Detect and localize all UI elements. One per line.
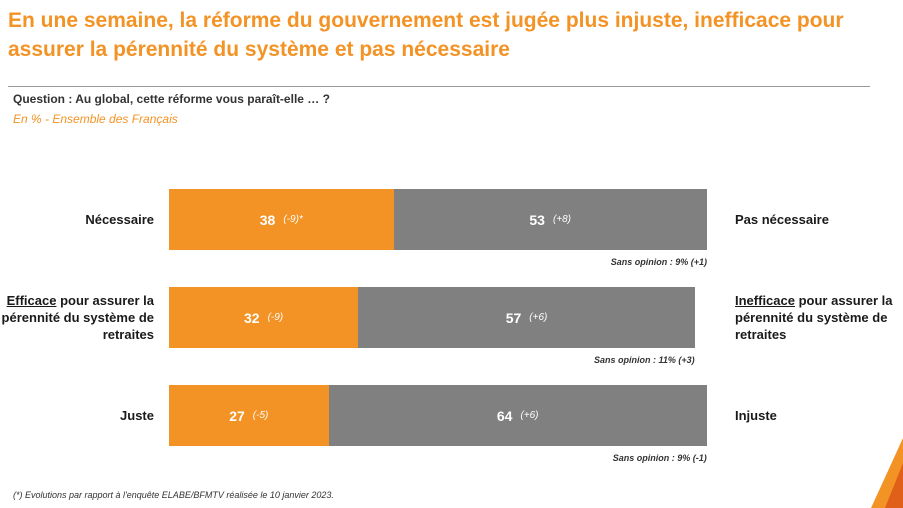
row-1-positive-bar: 32 (-9)	[169, 287, 359, 348]
row-0-right-label: Pas nécessaire	[735, 212, 829, 227]
row-1-left-label: Efficace pour assurer la pérennité du sy…	[1, 293, 154, 342]
row-1-negative-bar-value: 57	[505, 309, 522, 326]
row-0-left-label: Nécessaire	[85, 212, 154, 227]
row-1-negative-bar: 57 (+6)	[358, 287, 695, 348]
row-1-positive-bar-change: (-9)	[267, 312, 284, 323]
subtitle: En % - Ensemble des Français	[13, 112, 178, 126]
row-0-positive-bar-value: 38	[259, 211, 276, 228]
row-0-positive-bar: 38 (-9)*	[169, 189, 394, 250]
row-1-left-label-emphasis: Efficace	[6, 293, 57, 308]
row-2-positive-bar-change: (-5)	[252, 410, 269, 421]
row-1-negative-bar-change: (+6)	[529, 312, 548, 323]
row-2-positive-bar: 27 (-5)	[169, 385, 329, 446]
row-2-negative-bar: 64 (+6)	[328, 385, 707, 446]
row-2-left-label: Juste	[120, 408, 154, 423]
row-2-positive-bar-value: 27	[229, 407, 245, 424]
row-0-negative-bar-change: (+8)	[552, 214, 571, 225]
row-2-negative-bar-value: 64	[496, 407, 513, 424]
row-0-sans-opinion: Sans opinion : 9% (+1)	[610, 257, 708, 267]
row-0-positive-bar-change: (-9)*	[283, 214, 303, 225]
brand-corner-icon	[871, 438, 903, 508]
footnote: (*) Evolutions par rapport à l'enquête E…	[13, 490, 334, 500]
row-1-sans-opinion: Sans opinion : 11% (+3)	[593, 355, 695, 365]
slide-title: En une semaine, la réforme du gouverneme…	[8, 9, 844, 61]
row-1-right-label: Inefficace pour assurer la pérennité du …	[735, 293, 893, 342]
row-0-negative-bar: 53 (+8)	[393, 189, 707, 250]
question-text: Question : Au global, cette réforme vous…	[13, 92, 330, 106]
row-1-positive-bar-value: 32	[243, 309, 260, 326]
row-2-right-label: Injuste	[735, 408, 777, 423]
row-2-sans-opinion: Sans opinion : 9% (-1)	[612, 453, 707, 463]
row-2-negative-bar-change: (+6)	[520, 410, 539, 421]
title-divider	[8, 86, 870, 87]
row-0-negative-bar-value: 53	[529, 211, 545, 228]
row-1-right-label-emphasis: Inefficace	[735, 293, 795, 308]
